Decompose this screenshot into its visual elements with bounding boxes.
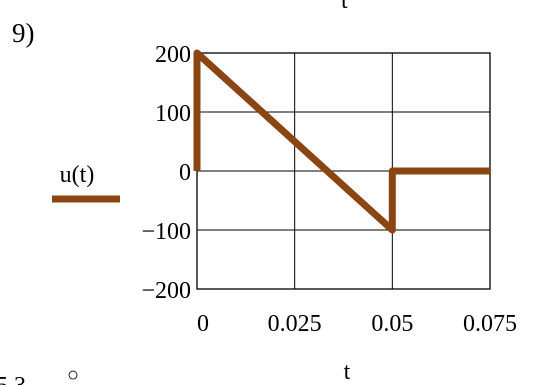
bottom-left-fragment: 5.3 [0, 373, 26, 385]
x-tick-label: 0.025 [268, 311, 322, 337]
x-tick-label: 0.05 [371, 311, 413, 337]
degree-symbol: ○ [67, 364, 79, 385]
x-tick-label: 0 [197, 311, 209, 337]
x-axis-label: t [344, 359, 351, 385]
y-tick-label: 200 [155, 42, 191, 68]
series-line-u [193, 49, 490, 234]
legend: u(t) [52, 162, 120, 203]
y-tick-label: 0 [179, 160, 191, 186]
y-tick-labels: 200 100 0 −100 −200 [141, 42, 191, 304]
problem-number: 9) [12, 18, 35, 48]
legend-label: u(t) [60, 162, 95, 188]
plot-area [193, 49, 491, 290]
y-tick-label: −100 [141, 219, 191, 245]
y-tick-label: −200 [141, 278, 191, 304]
y-tick-label: 100 [155, 101, 191, 127]
x-tick-label: 0.075 [463, 311, 517, 337]
x-tick-labels: 0 0.025 0.05 0.075 [197, 311, 517, 337]
top-axis-fragment: t [341, 0, 348, 14]
